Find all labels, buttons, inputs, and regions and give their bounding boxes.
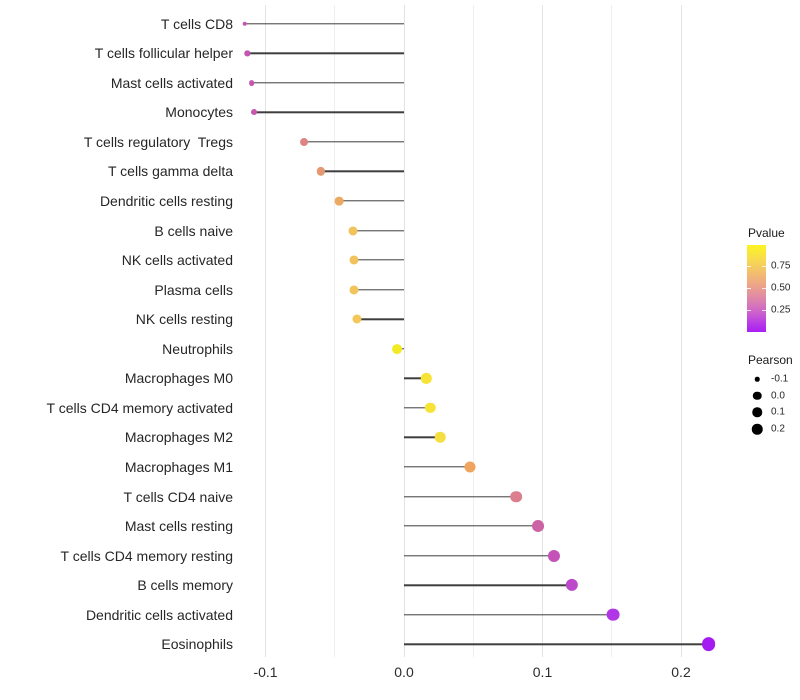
category-label: T cells CD4 memory activated: [46, 399, 233, 416]
lollipop-dot: [352, 314, 362, 324]
gridline-minor: [611, 5, 613, 657]
category-label: T cells regulatory Tregs: [83, 133, 233, 150]
lollipop-dot: [244, 50, 251, 56]
lollipop-dot: [349, 285, 359, 295]
category-label: NK cells activated: [121, 252, 233, 269]
lollipop-dot: [392, 343, 402, 354]
pvalue-colorbar-tick: [747, 310, 751, 312]
gridline-major: [542, 5, 543, 657]
lollipop-stem: [404, 613, 614, 616]
lollipop-dot: [348, 226, 358, 236]
lollipop-stem: [404, 377, 427, 379]
category-label: T cells follicular helper: [94, 45, 233, 62]
lollipop-stem: [304, 141, 404, 143]
lollipop-stem: [352, 229, 404, 232]
category-label: Dendritic cells activated: [85, 606, 233, 623]
lollipop-stem: [404, 466, 471, 468]
lollipop-stem: [338, 200, 404, 202]
pearson-key-dot: [752, 391, 762, 400]
x-tick-label: 0.1: [532, 664, 553, 680]
lollipop-dot: [425, 402, 436, 414]
category-label: Monocytes: [165, 104, 233, 121]
lollipop-dot: [251, 109, 258, 116]
category-label: Mast cells resting: [124, 518, 233, 535]
category-label: NK cells resting: [135, 311, 233, 328]
lollipop-dot: [565, 578, 578, 592]
lollipop-stem: [254, 111, 404, 114]
category-label: Macrophages M2: [124, 429, 233, 446]
category-label: T cells CD8: [160, 15, 233, 32]
gridline-major: [265, 5, 266, 657]
pvalue-colorbar-tick: [762, 265, 766, 267]
pvalue-colorbar-tick: [747, 287, 751, 289]
lollipop-dot: [300, 137, 309, 146]
category-label: T cells gamma delta: [107, 163, 233, 180]
lollipop-stem: [354, 288, 404, 291]
pearson-key-dot: [751, 423, 763, 435]
pvalue-colorbar-tick: [747, 265, 751, 267]
lollipop-dot: [606, 608, 620, 622]
lollipop-dot: [701, 637, 716, 652]
category-label: T cells CD4 naive: [123, 488, 233, 505]
gridline-minor: [334, 5, 336, 657]
lollipop-stem: [404, 584, 572, 586]
lollipop-dot: [464, 461, 476, 473]
lollipop-dot: [547, 549, 560, 562]
pvalue-tick-label: 0.25: [771, 304, 791, 316]
lollipop-dot: [434, 432, 446, 443]
category-label: B cells naive: [154, 222, 233, 239]
lollipop-stem: [244, 22, 404, 25]
lollipop-stem: [404, 554, 554, 557]
lollipop-stem: [356, 318, 404, 320]
category-label: Neutrophils: [162, 340, 233, 357]
lollipop-dot: [242, 21, 248, 26]
pvalue-colorbar-tick: [762, 310, 766, 312]
gridline-major: [403, 5, 405, 657]
lollipop-dot: [334, 196, 344, 206]
lollipop-stem: [404, 436, 440, 439]
category-label: B cells memory: [137, 577, 233, 594]
category-label: Macrophages M1: [124, 458, 233, 475]
pearson-key-dot: [752, 407, 762, 418]
pvalue-tick-label: 0.75: [771, 260, 791, 272]
pearson-key-label: 0.2: [771, 423, 785, 435]
pearson-key-label: 0.0: [771, 390, 785, 402]
lollipop-dot: [532, 520, 545, 532]
lollipop-stem: [251, 82, 404, 84]
gridline-minor: [472, 5, 474, 657]
lollipop-dot: [248, 79, 255, 86]
x-tick-label: 0.0: [394, 664, 414, 680]
x-tick-label: -0.1: [253, 664, 278, 680]
pvalue-tick-label: 0.50: [771, 282, 791, 294]
category-label: Eosinophils: [161, 636, 233, 653]
lollipop-stem: [247, 52, 404, 54]
category-label: Dendritic cells resting: [99, 193, 233, 209]
pearson-key-label: 0.1: [771, 406, 785, 418]
x-tick-label: 0.2: [671, 664, 691, 680]
lollipop-stem: [404, 643, 709, 645]
category-label: T cells CD4 memory resting: [60, 547, 233, 564]
pvalue-legend-title: Pvalue: [748, 226, 785, 240]
lollipop-stem: [354, 259, 404, 261]
pearson-legend-title: Pearson: [748, 353, 793, 367]
category-label: Mast cells activated: [110, 74, 233, 91]
lollipop-dot: [420, 373, 432, 384]
category-label: Macrophages M0: [124, 370, 233, 387]
lollipop-stem: [404, 407, 431, 409]
category-label: Plasma cells: [154, 281, 233, 298]
lollipop-dot: [349, 255, 359, 265]
lollipop-dot: [510, 490, 522, 503]
lollipop-stem: [404, 525, 539, 527]
pearson-key-dot: [754, 376, 760, 382]
lollipop-stem: [320, 170, 404, 173]
pearson-key-label: -0.1: [771, 373, 789, 385]
pvalue-colorbar: [747, 245, 766, 332]
gridline-major: [680, 5, 682, 657]
lollipop-dot: [316, 167, 326, 176]
pvalue-colorbar-tick: [762, 287, 766, 289]
lollipop-stem: [404, 495, 517, 498]
